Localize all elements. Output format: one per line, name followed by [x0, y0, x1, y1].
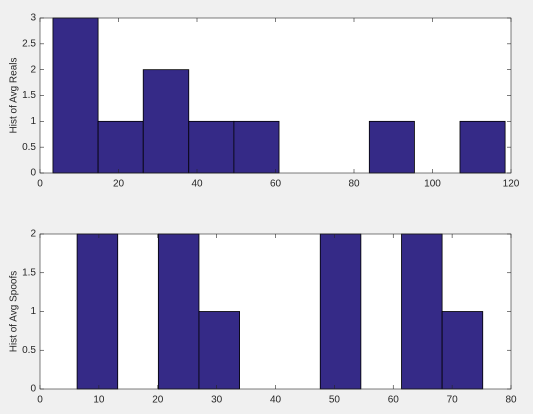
x-tick-label: 80	[348, 179, 360, 190]
x-tick-label: 20	[113, 179, 125, 190]
bar	[76, 233, 119, 390]
x-tick-label: 40	[191, 179, 203, 190]
x-tick-label: 10	[93, 395, 105, 406]
y-tick-label: 0.5	[22, 142, 36, 153]
y-tick-label: 1.5	[22, 90, 36, 101]
x-tick-label: 70	[447, 395, 459, 406]
bar	[142, 69, 190, 174]
x-tick-label: 60	[270, 179, 282, 190]
x-tick-label: 40	[270, 395, 282, 406]
y-tick-label: 2	[30, 64, 36, 75]
y-tick-label: 0.5	[22, 345, 36, 356]
y-tick-label: 1.5	[22, 267, 36, 278]
x-tick-label: 120	[503, 179, 520, 190]
bar	[157, 233, 200, 390]
y-tick-label: 1	[30, 306, 36, 317]
bar	[401, 233, 443, 390]
bar	[188, 120, 235, 174]
bar	[97, 120, 144, 174]
x-tick-label: 20	[152, 395, 164, 406]
y-tick-label: 3	[30, 13, 36, 24]
bar	[52, 17, 99, 174]
bar	[441, 311, 484, 390]
x-tick-label: 0	[37, 395, 43, 406]
x-tick-label: 0	[37, 179, 43, 190]
y-tick-label: 2.5	[22, 38, 36, 49]
y-tick-label: 0	[30, 384, 36, 395]
x-tick-label: 50	[329, 395, 341, 406]
x-tick-label: 80	[505, 395, 517, 406]
y-axis-label: Hist of Avg Reals	[9, 58, 20, 134]
x-tick-label: 60	[388, 395, 400, 406]
bar	[368, 120, 415, 174]
x-tick-label: 100	[424, 179, 441, 190]
bar	[319, 233, 362, 390]
y-axis-label: Hist of Avg Spoofs	[9, 271, 20, 353]
y-tick-label: 1	[30, 116, 36, 127]
bar	[233, 120, 280, 174]
y-tick-label: 2	[30, 229, 36, 240]
bar	[459, 120, 506, 174]
y-tick-label: 0	[30, 168, 36, 179]
bar	[198, 311, 240, 390]
x-tick-label: 30	[211, 395, 223, 406]
